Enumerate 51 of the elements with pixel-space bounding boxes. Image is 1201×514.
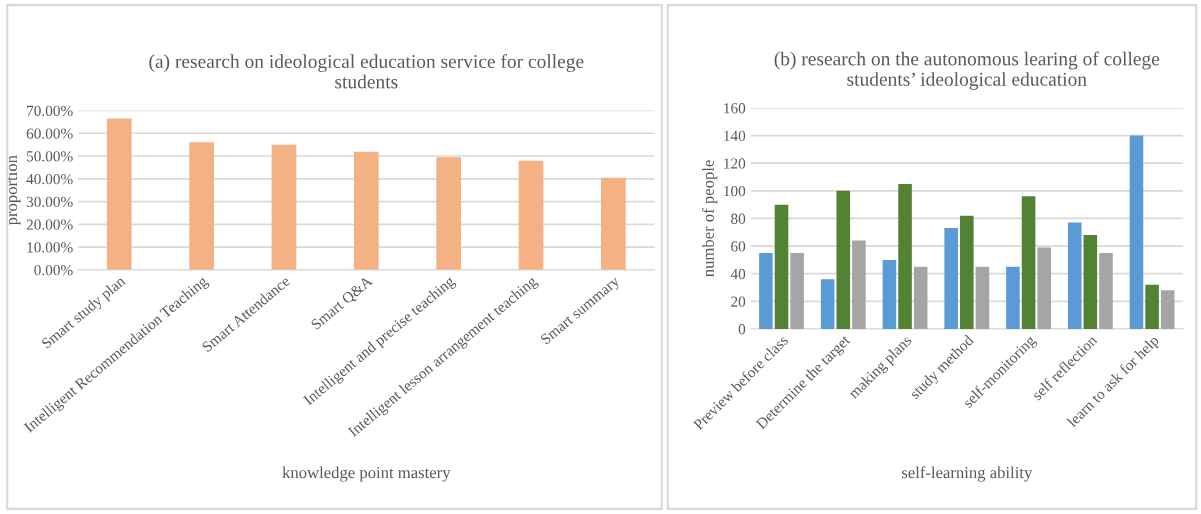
y-tick-label: 120 bbox=[724, 158, 746, 169]
y-tick-label: 40 bbox=[730, 268, 746, 280]
bar bbox=[790, 252, 804, 329]
y-tick-label: 0.00% bbox=[34, 264, 73, 276]
bar bbox=[1021, 196, 1036, 329]
bar bbox=[353, 151, 379, 270]
y-tick-label: 80 bbox=[731, 213, 746, 224]
bar bbox=[1099, 252, 1113, 329]
y-tick-label: 20 bbox=[731, 296, 746, 307]
bar bbox=[1145, 284, 1159, 329]
bar bbox=[1067, 222, 1082, 329]
chart-title: (b) research on the autonomous learing of college students’ ideological education bbox=[774, 51, 1160, 90]
y-tick-label: 100 bbox=[724, 185, 746, 197]
bar bbox=[189, 142, 214, 270]
bar bbox=[852, 240, 866, 329]
bar bbox=[436, 157, 462, 270]
y-tick-label: 70.00% bbox=[27, 105, 73, 117]
y-tick-label: 0 bbox=[738, 324, 746, 335]
bar bbox=[774, 204, 789, 329]
bar bbox=[882, 259, 897, 329]
y-tick-label: 20.00% bbox=[26, 219, 73, 230]
bar bbox=[1160, 290, 1175, 329]
y-tick-label: 60 bbox=[731, 241, 746, 252]
y-axis-title: proportion bbox=[5, 155, 21, 226]
bar bbox=[836, 190, 851, 329]
bar bbox=[1037, 247, 1051, 329]
y-tick-label: 40.00% bbox=[26, 173, 73, 185]
bar bbox=[271, 144, 297, 270]
y-tick-label: 50.00% bbox=[26, 151, 73, 162]
bar bbox=[518, 160, 544, 270]
bar bbox=[1129, 135, 1144, 329]
bar bbox=[944, 228, 958, 329]
chart-title: (a) research on ideological education service for college students bbox=[149, 54, 584, 89]
bar bbox=[601, 177, 626, 270]
bar bbox=[975, 266, 990, 329]
bar bbox=[759, 252, 773, 329]
y-axis-title: number of people bbox=[702, 160, 718, 277]
x-axis-title: self-learning ability bbox=[902, 466, 1033, 482]
y-tick-label: 30.00% bbox=[26, 196, 73, 208]
x-axis-title: knowledge point mastery bbox=[282, 466, 451, 482]
y-tick-label: 140 bbox=[724, 130, 746, 142]
bar bbox=[898, 183, 912, 329]
bar bbox=[106, 118, 132, 270]
bar bbox=[913, 266, 928, 329]
bar bbox=[1083, 235, 1098, 329]
bar bbox=[820, 279, 835, 329]
bar bbox=[1006, 266, 1020, 329]
y-tick-label: 60.00% bbox=[26, 128, 73, 139]
bar bbox=[960, 215, 974, 329]
y-tick-label: 10.00% bbox=[27, 242, 73, 253]
y-tick-label: 160 bbox=[724, 103, 746, 114]
